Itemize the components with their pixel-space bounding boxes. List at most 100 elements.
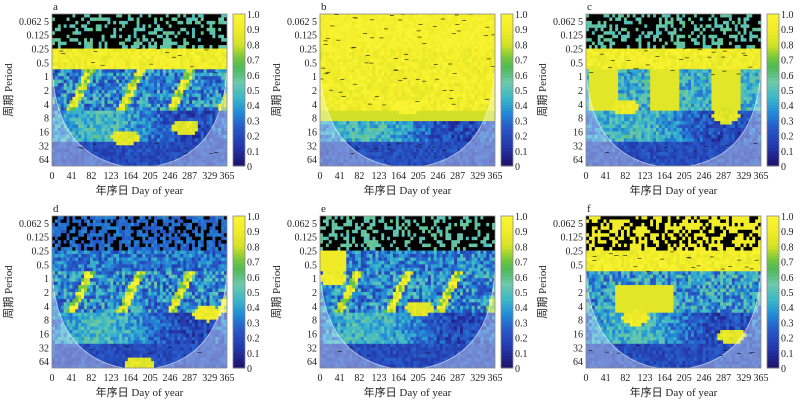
colorbar-segment <box>767 90 779 94</box>
colorbar-segment <box>767 343 779 348</box>
x-tick-label: 246 <box>430 373 445 384</box>
colorbar-segment <box>767 44 779 48</box>
y-tick-label: 8 <box>44 114 49 125</box>
colorbar-segment <box>501 273 513 278</box>
phase-arrows <box>337 345 430 356</box>
cone-of-influence <box>52 67 227 166</box>
colorbar-segment <box>233 292 245 296</box>
colorbar-segment <box>233 285 245 290</box>
x-tick-label: 41 <box>335 373 345 384</box>
y-tick-label: 2 <box>44 288 49 299</box>
colorbar-tick-label: 0.1 <box>515 349 528 360</box>
colorbar-tick-label: 0.2 <box>515 132 528 143</box>
wavelet-panel-b: b 0.062 5 0.125 0.25 0.5 1 2 4 8 16 32 64 周期 Period 0… <box>268 0 534 200</box>
y-tick-label: 64 <box>39 357 49 368</box>
colorbar-tick-label: 0.2 <box>781 132 794 143</box>
colorbar-segment <box>233 234 245 238</box>
colorbar-tick-label: 0.1 <box>781 349 794 360</box>
phase-arrows <box>588 249 759 356</box>
colorbar-segment <box>501 222 513 226</box>
colorbar-tick-label: 0.9 <box>781 25 794 36</box>
colorbar-tick-label: 0.3 <box>247 116 260 127</box>
colorbar-segment <box>501 243 513 247</box>
colorbar-segment <box>501 270 513 275</box>
colorbar-segment <box>767 77 779 82</box>
colorbar-segment <box>767 270 779 275</box>
colorbar-segment <box>501 44 513 48</box>
colorbar-segment <box>501 340 513 345</box>
colorbar-segment <box>767 295 779 299</box>
y-tick-label: 64 <box>573 357 583 368</box>
colorbar-segment <box>501 282 513 287</box>
colorbar-segment <box>767 285 779 290</box>
y-tick-label: 32 <box>39 141 49 152</box>
colorbar-segment <box>501 219 513 223</box>
colorbar-segment <box>767 325 779 329</box>
y-tick-label: 1 <box>312 274 317 285</box>
colorbar-segment <box>501 86 513 91</box>
colorbar-segment <box>233 153 245 158</box>
colorbar-segment <box>767 279 779 284</box>
cone-of-influence-edge <box>586 67 761 166</box>
colorbar-segment <box>233 96 245 100</box>
colorbar-segment <box>767 228 779 232</box>
colorbar-segment <box>501 108 513 112</box>
colorbar-segment <box>501 331 513 336</box>
colorbar-tick-label: 0.7 <box>781 258 794 269</box>
colorbar-segment <box>501 216 513 220</box>
y-tick-label: 16 <box>39 127 49 138</box>
y-tick-label: 0.5 <box>571 58 584 69</box>
y-tick-label: 4 <box>312 100 317 111</box>
colorbar-segment <box>501 295 513 299</box>
colorbar-segment <box>767 237 779 241</box>
colorbar-segment <box>767 331 779 336</box>
colorbar-segment <box>767 225 779 229</box>
colorbar-segment <box>501 59 513 64</box>
colorbar-segment <box>501 17 513 21</box>
colorbar-tick-label: 0.8 <box>247 40 260 51</box>
colorbar-segment <box>767 65 779 70</box>
colorbar-segment <box>233 364 245 369</box>
colorbar-tick-label: 0.3 <box>781 318 794 329</box>
x-tick-label: 246 <box>696 171 711 182</box>
colorbar-segment <box>501 29 513 33</box>
x-tick-label: 82 <box>354 373 364 384</box>
colorbar-segment <box>767 62 779 67</box>
colorbar-segment <box>767 219 779 223</box>
colorbar-segment <box>233 319 245 323</box>
colorbar-segment <box>501 74 513 79</box>
colorbar-segment <box>767 252 779 257</box>
colorbar-segment <box>501 90 513 94</box>
colorbar-segment <box>767 26 779 30</box>
colorbar-segment <box>501 231 513 235</box>
y-tick-label: 2 <box>578 288 583 299</box>
x-tick-label: 123 <box>637 171 652 182</box>
plot-frame <box>585 13 762 167</box>
x-tick-label: 164 <box>391 373 406 384</box>
colorbar-segment <box>233 50 245 55</box>
x-tick-label: 329 <box>470 171 485 182</box>
colorbar-segment <box>233 358 245 363</box>
colorbar-segment <box>501 252 513 257</box>
phase-arrows <box>589 48 758 153</box>
colorbar-tick-label: 0.1 <box>247 349 260 360</box>
colorbar-segment <box>233 249 245 253</box>
colorbar-segment <box>501 322 513 326</box>
colorbar-tick-label: 0.2 <box>247 334 260 345</box>
colorbar-tick-label: 1.0 <box>247 10 260 21</box>
x-tick-label: 164 <box>123 373 138 384</box>
colorbar-segment <box>767 135 779 140</box>
colorbar-segment <box>501 111 513 115</box>
colorbar-segment <box>501 53 513 58</box>
colorbar-segment <box>233 71 245 76</box>
x-tick-label: 205 <box>143 373 158 384</box>
x-tick-label: 123 <box>103 171 118 182</box>
colorbar-segment <box>233 17 245 21</box>
x-tick-label: 246 <box>696 373 711 384</box>
colorbar-segment <box>233 102 245 106</box>
colorbar-segment <box>233 108 245 112</box>
colorbar-segment <box>767 117 779 121</box>
colorbar-tick-label: 0.3 <box>515 318 528 329</box>
x-tick-label: 329 <box>470 373 485 384</box>
colorbar-segment <box>233 86 245 91</box>
